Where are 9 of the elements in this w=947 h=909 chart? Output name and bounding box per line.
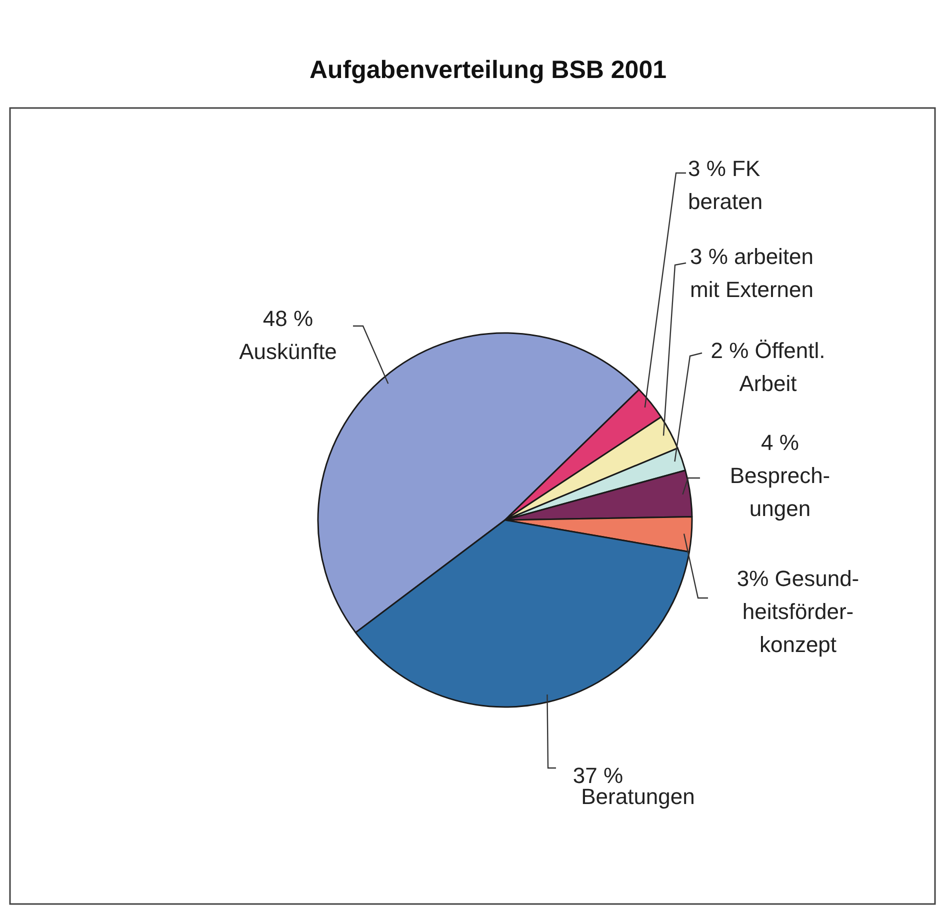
chart-title: Aufgabenverteilung BSB 2001 <box>309 56 667 84</box>
slice-label: 3 % FK beraten <box>688 156 763 214</box>
slice-label: Besprech- ungen <box>730 463 830 521</box>
slice-label: Auskünfte <box>239 339 337 364</box>
slice-label: 3 % arbeiten mit Externen <box>690 244 814 302</box>
slice-label: 2 % Öffentl. Arbeit <box>710 338 826 396</box>
slice-label: 3% Gesund- heitsförder- konzept <box>736 566 860 657</box>
data-label: 48 % <box>262 306 314 331</box>
data-label: 4 % <box>761 430 799 455</box>
